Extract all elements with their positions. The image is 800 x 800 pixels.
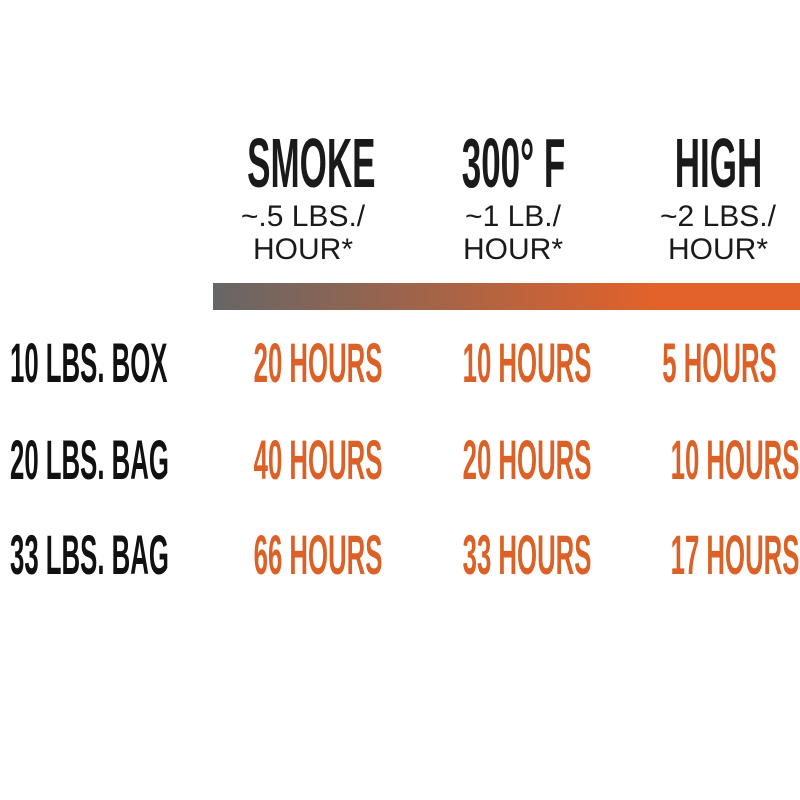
row-label-text: 10 LBS. BOX: [10, 331, 168, 394]
row-label: 10 LBS. BOX: [10, 333, 352, 393]
cell-value: 20 HOURS: [462, 428, 592, 491]
table-cell: 20 HOURS: [387, 430, 627, 490]
row-label-text: 20 LBS. BAG: [10, 428, 169, 491]
column-title: 300° F: [461, 124, 565, 202]
cell-value: 10 HOURS: [670, 428, 800, 491]
column-header-300f: 300° F ~1 LB./ HOUR*: [393, 128, 633, 266]
rate-line-1: ~2 LBS./: [660, 200, 776, 233]
cell-value: 33 HOURS: [462, 523, 592, 586]
column-rate: ~1 LB./ HOUR*: [393, 200, 633, 266]
cell-value: 20 HOURS: [253, 331, 383, 394]
table-cell: 40 HOURS: [178, 430, 418, 490]
rate-line-2: HOUR*: [667, 233, 768, 266]
table-cell: 66 HOURS: [178, 525, 418, 585]
row-label-text: 33 LBS. BAG: [10, 523, 169, 586]
cell-value: 66 HOURS: [253, 523, 383, 586]
cell-value: 40 HOURS: [253, 428, 383, 491]
rate-line-2: HOUR*: [252, 233, 353, 266]
table-cell: 20 HOURS: [178, 333, 418, 393]
column-header-high: HIGH ~2 LBS./ HOUR*: [598, 128, 800, 266]
row-label: 33 LBS. BAG: [10, 525, 355, 585]
row-label: 20 LBS. BAG: [10, 430, 355, 490]
rate-line-1: ~1 LB./: [465, 200, 561, 233]
column-rate: ~.5 LBS./ HOUR*: [183, 200, 423, 266]
column-title: SMOKE: [247, 124, 376, 202]
cell-value: 5 HOURS: [662, 331, 777, 394]
column-header-smoke: SMOKE ~.5 LBS./ HOUR*: [183, 128, 423, 266]
heat-gradient-bar: [213, 283, 800, 310]
table-cell: 10 HOURS: [595, 430, 800, 490]
cell-value: 17 HOURS: [670, 523, 800, 586]
table-cell: 10 HOURS: [387, 333, 627, 393]
cell-value: 10 HOURS: [462, 331, 592, 394]
rate-line-1: ~.5 LBS./: [240, 200, 366, 233]
column-title: HIGH: [674, 124, 762, 202]
table-cell: 33 HOURS: [387, 525, 627, 585]
table-cell: 17 HOURS: [595, 525, 800, 585]
rate-line-2: HOUR*: [462, 233, 563, 266]
column-rate: ~2 LBS./ HOUR*: [598, 200, 800, 266]
table-cell: 5 HOURS: [595, 333, 800, 393]
